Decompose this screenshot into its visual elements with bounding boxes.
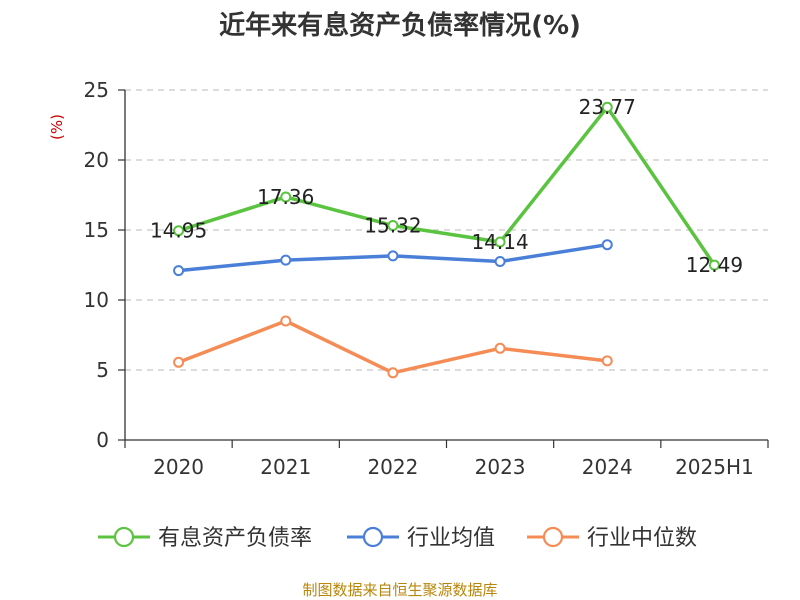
point-2-2020: [173, 356, 185, 368]
data-label-2025H1: 12.49: [686, 253, 743, 277]
point-0-2024: [601, 101, 613, 113]
point-0-2025H1: [708, 259, 720, 271]
point-1-2022: [387, 250, 399, 262]
x-tick-label-2021: 2021: [260, 455, 311, 479]
x-tick-label-2024: 2024: [582, 455, 633, 479]
legend-marker-0: [113, 526, 135, 548]
point-2-2023: [494, 342, 506, 354]
point-1-2023: [494, 256, 506, 267]
point-1-2020: [173, 265, 185, 277]
y-axis-unit: (%): [48, 114, 66, 140]
y-tick-label-15: 15: [84, 218, 109, 242]
legend-label-2: 行业中位数: [587, 526, 697, 551]
grid-lines: [125, 89, 768, 371]
legend-label-0: 有息资产负债率: [158, 526, 312, 551]
data-label-2020: 14.95: [150, 219, 207, 243]
point-0-2023: [494, 236, 506, 248]
data-label-2022: 15.32: [364, 214, 421, 238]
data-label-2024: 23.77: [579, 95, 636, 119]
x-tick-label-2020: 2020: [153, 455, 204, 479]
x-tick-label-2025H1: 2025H1: [675, 455, 754, 479]
axes: 0 5 10 15 20 25 2020 2021 2022 2023 2024 2025H1: [84, 78, 769, 479]
x-tick-label-2023: 2023: [475, 455, 526, 479]
point-2-2024: [601, 355, 613, 367]
chart-title: 近年来有息资产负债率情况(%): [219, 10, 581, 41]
x-tick-label-2022: 2022: [367, 455, 418, 479]
point-0-2021: [280, 191, 292, 203]
legend-marker-1: [362, 526, 384, 548]
y-tick-label-20: 20: [84, 148, 109, 172]
series-group: [173, 101, 720, 379]
point-1-2024: [601, 239, 613, 251]
series-line-2: [177, 319, 608, 375]
point-1-2021: [280, 254, 292, 266]
data-labels: 14.95 17.36 15.32 14.14 23.77 12.49: [150, 95, 743, 277]
point-2-2022: [387, 367, 399, 379]
point-2-2021: [280, 315, 292, 327]
series-line-0: [178, 105, 716, 267]
y-tick-label-25: 25: [84, 78, 109, 102]
legend-marker-2: [542, 526, 564, 548]
legend: 有息资产负债率 行业均值 行业中位数: [98, 526, 697, 551]
data-label-2023: 14.14: [471, 230, 528, 254]
y-tick-label-5: 5: [96, 358, 109, 382]
point-0-2022: [387, 220, 399, 232]
point-0-2020: [173, 225, 185, 237]
y-tick-label-10: 10: [84, 288, 109, 312]
source-note: 制图数据来自恒生聚源数据库: [302, 581, 497, 599]
legend-label-1: 行业均值: [407, 526, 495, 551]
y-tick-label-0: 0: [96, 428, 109, 452]
data-label-2021: 17.36: [257, 185, 314, 209]
